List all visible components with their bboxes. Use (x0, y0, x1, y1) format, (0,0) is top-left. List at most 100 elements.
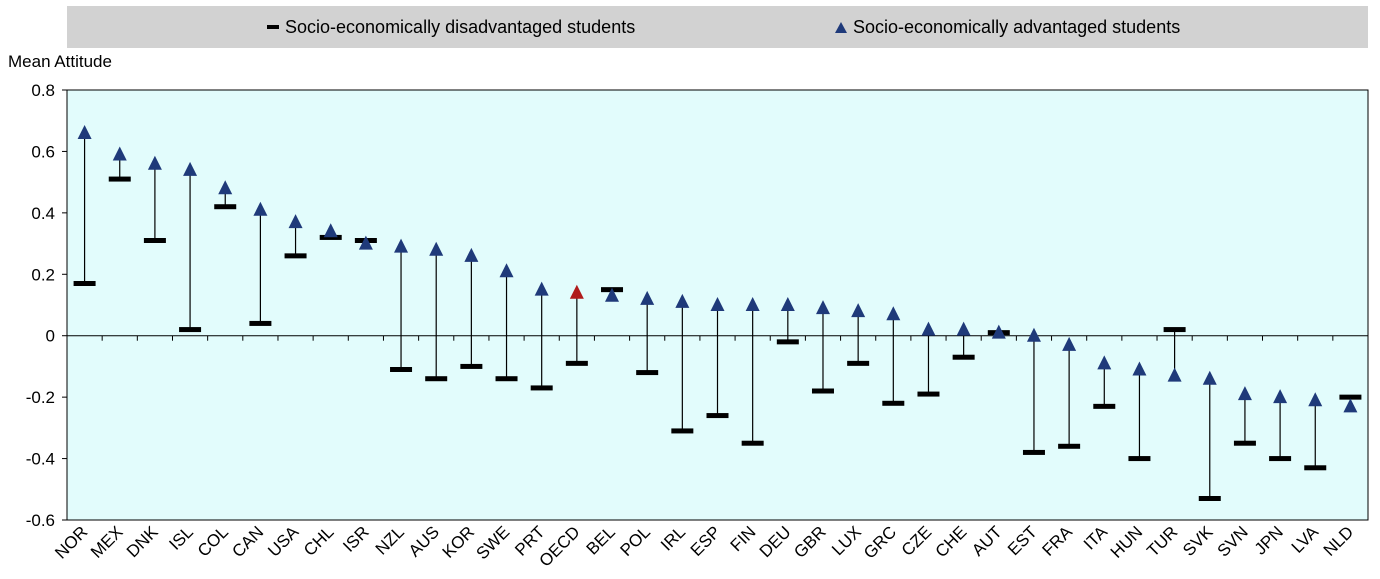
advantaged-marker-isl (183, 161, 198, 176)
y-tick-label: -0.4 (26, 450, 55, 469)
x-tick-label-isr: ISR (339, 522, 372, 555)
legend-label-advantaged: Socio-economically advantaged students (853, 16, 1181, 37)
x-tick-label-nld: NLD (1320, 522, 1357, 559)
disadvantaged-marker-cze (917, 391, 940, 397)
advantaged-marker-can (253, 201, 268, 216)
legend-label-disadvantaged: Socio-economically disadvantaged student… (285, 16, 636, 37)
advantaged-marker-nor (77, 125, 92, 139)
disadvantaged-marker-fin (741, 440, 764, 446)
advantaged-marker-col (218, 180, 233, 195)
x-tick-label-cze: CZE (898, 522, 935, 559)
advantaged-marker-prt (534, 281, 549, 296)
disadvantaged-marker-pol (636, 370, 659, 376)
x-tick-label-deu: DEU (756, 522, 795, 561)
advantaged-marker-svk (1202, 370, 1217, 385)
disadvantaged-marker-fra (1058, 443, 1081, 449)
advantaged-marker-ita (1097, 355, 1112, 370)
advantaged-marker-fra (1062, 336, 1077, 351)
y-tick-label: 0.4 (31, 204, 55, 223)
disadvantaged-marker-prt (530, 385, 553, 391)
disadvantaged-marker-jpn (1269, 456, 1292, 462)
disadvantaged-marker-lux (847, 360, 870, 366)
triangle-marker-icon (835, 21, 847, 33)
advantaged-marker-irl (675, 293, 690, 308)
advantaged-marker-bel (605, 287, 620, 302)
advantaged-marker-che (956, 321, 971, 336)
advantaged-marker-hun (1132, 361, 1147, 376)
disadvantaged-marker-gbr (811, 388, 834, 394)
x-tick-label-can: CAN (228, 522, 267, 561)
x-tick-label-dnk: DNK (123, 522, 162, 561)
x-tick-label-lva: LVA (1288, 522, 1323, 557)
disadvantaged-marker-grc (882, 400, 905, 406)
advantaged-marker-usa (288, 214, 303, 229)
advantaged-marker-cze (921, 321, 936, 336)
disadvantaged-marker-svn (1233, 440, 1256, 446)
y-axis-title: Mean Attitude (8, 52, 112, 71)
advantaged-marker-fin (745, 297, 760, 311)
advantaged-marker-lva (1308, 392, 1323, 407)
advantaged-marker-mex (112, 146, 127, 161)
y-tick-label: 0.6 (31, 142, 55, 161)
advantaged-marker-esp (710, 297, 725, 311)
x-tick-label-aut: AUT (968, 522, 1005, 559)
advantaged-marker-aus (429, 241, 444, 256)
advantaged-marker-svn (1237, 386, 1252, 401)
disadvantaged-marker-esp (706, 413, 729, 419)
disadvantaged-marker-isl (179, 327, 202, 333)
advantaged-marker-isr (358, 235, 373, 250)
x-tick-label-esp: ESP (687, 522, 724, 559)
x-tick-label-nor: NOR (51, 522, 91, 562)
disadvantaged-marker-nld (1339, 394, 1362, 400)
y-tick-label: 0 (46, 327, 55, 346)
disadvantaged-marker-usa (284, 253, 307, 259)
legend: Socio-economically disadvantaged student… (67, 6, 1368, 48)
advantaged-marker-swe (499, 263, 514, 278)
disadvantaged-marker-mex (108, 176, 131, 182)
advantaged-marker-gbr (815, 300, 830, 315)
advantaged-marker-est (1026, 327, 1041, 342)
disadvantaged-marker-nzl (390, 367, 413, 372)
advantaged-marker-kor (464, 247, 479, 262)
x-tick-label-gbr: GBR (790, 522, 829, 561)
advantaged-marker-deu (780, 297, 795, 311)
x-tick-label-nzl: NZL (372, 522, 408, 558)
x-tick-label-svk: SVK (1179, 522, 1217, 560)
advantaged-marker-oecd (569, 284, 584, 299)
x-tick-label-mex: MEX (87, 522, 126, 561)
x-tick-label-che: CHE (932, 522, 971, 561)
advantaged-marker-pol (640, 290, 655, 305)
x-tick-label-kor: KOR (439, 522, 478, 561)
x-tick-label-col: COL (194, 522, 232, 560)
disadvantaged-marker-irl (671, 428, 694, 434)
y-tick-label: -0.2 (26, 388, 55, 407)
legend-item-advantaged: Socio-economically advantaged students (835, 6, 1180, 48)
x-tick-label-usa: USA (264, 522, 303, 561)
disadvantaged-marker-nor (73, 281, 96, 286)
disadvantaged-marker-col (214, 204, 237, 210)
x-tick-label-oecd: OECD (536, 522, 584, 570)
x-tick-label-bel: BEL (583, 522, 619, 558)
disadvantaged-marker-kor (460, 363, 483, 369)
x-tick-label-jpn: JPN (1251, 522, 1287, 558)
y-tick-label: 0.8 (31, 81, 55, 100)
disadvantaged-marker-hun (1128, 456, 1151, 462)
disadvantaged-marker-est (1022, 449, 1045, 455)
legend-item-disadvantaged: Socio-economically disadvantaged student… (267, 6, 635, 48)
disadvantaged-marker-ita (1093, 403, 1116, 409)
y-tick-label: -0.6 (26, 511, 55, 530)
advantaged-marker-grc (886, 306, 901, 321)
x-tick-label-hun: HUN (1107, 522, 1146, 561)
advantaged-marker-jpn (1273, 389, 1288, 404)
x-tick-label-pol: POL (617, 522, 654, 559)
disadvantaged-marker-deu (776, 339, 799, 345)
x-tick-label-irl: IRL (657, 522, 689, 554)
x-tick-label-chl: CHL (300, 522, 337, 559)
disadvantaged-marker-svk (1198, 496, 1221, 501)
disadvantaged-marker-lva (1304, 465, 1327, 471)
advantaged-marker-nzl (394, 238, 409, 253)
x-tick-label-tur: TUR (1143, 522, 1181, 560)
disadvantaged-marker-che (952, 354, 975, 360)
advantaged-marker-lux (851, 303, 866, 318)
